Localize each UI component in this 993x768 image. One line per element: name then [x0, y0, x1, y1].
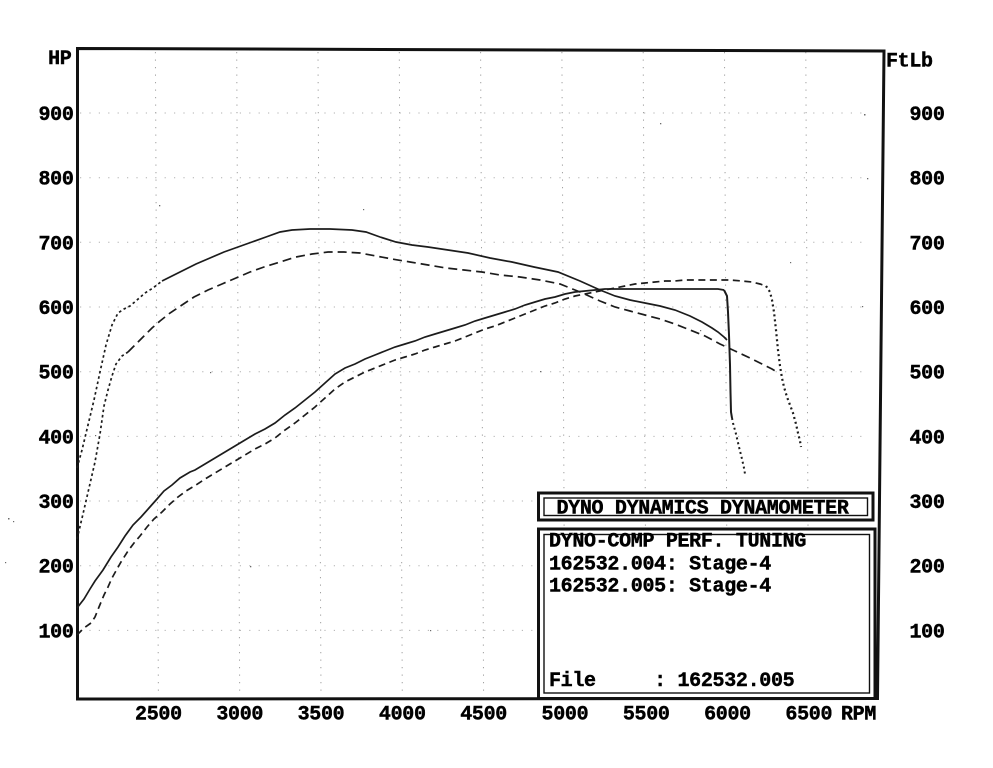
svg-text:3500: 3500 — [298, 704, 345, 727]
svg-text:HP: HP — [48, 48, 72, 71]
svg-text:500: 500 — [38, 363, 73, 386]
svg-text:3000: 3000 — [216, 704, 263, 727]
svg-text:600: 600 — [910, 298, 945, 321]
svg-text:DYNO-COMP PERF. TUNING: DYNO-COMP PERF. TUNING — [549, 531, 806, 554]
svg-text:DYNO DYNAMICS DYNAMOMETER: DYNO DYNAMICS DYNAMOMETER — [557, 498, 849, 521]
svg-text:700: 700 — [910, 233, 945, 256]
svg-text:4000: 4000 — [379, 704, 426, 727]
svg-text:162532.005: Stage-4: 162532.005: Stage-4 — [549, 576, 771, 599]
svg-text:500: 500 — [910, 363, 945, 386]
svg-text:200: 200 — [38, 557, 73, 580]
svg-text:5000: 5000 — [542, 704, 589, 727]
svg-text:6500: 6500 — [785, 704, 832, 727]
svg-text:900: 900 — [38, 104, 73, 127]
svg-text:800: 800 — [910, 169, 945, 192]
svg-text:300: 300 — [910, 492, 945, 515]
svg-text:600: 600 — [38, 298, 73, 321]
svg-text:RPM: RPM — [841, 704, 876, 727]
svg-text:100: 100 — [910, 621, 945, 644]
svg-text:File : 162532.005: File : 162532.005 — [549, 670, 794, 693]
svg-text:800: 800 — [38, 169, 73, 192]
svg-text:700: 700 — [38, 233, 73, 256]
svg-text:300: 300 — [38, 492, 73, 515]
svg-text:5500: 5500 — [623, 704, 670, 727]
svg-text:900: 900 — [910, 104, 945, 127]
svg-text:200: 200 — [910, 557, 945, 580]
svg-text:162532.004: Stage-4: 162532.004: Stage-4 — [549, 554, 771, 577]
svg-text:FtLb: FtLb — [886, 51, 933, 74]
svg-text:6000: 6000 — [704, 704, 751, 727]
svg-text:400: 400 — [38, 427, 73, 450]
svg-text:4500: 4500 — [460, 704, 507, 727]
svg-text:2500: 2500 — [135, 704, 182, 727]
svg-text:400: 400 — [910, 427, 945, 450]
svg-text:100: 100 — [38, 621, 73, 644]
